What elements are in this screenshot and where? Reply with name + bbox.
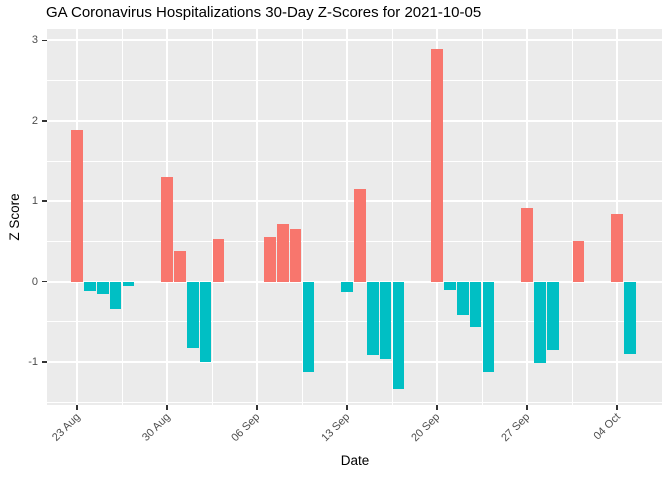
bar (456, 281, 469, 316)
x-tick-mark (616, 405, 618, 410)
bar (546, 281, 559, 350)
x-tick-mark (346, 405, 348, 410)
x-axis-title: Date (340, 453, 370, 468)
bar (611, 214, 623, 282)
bar (482, 281, 495, 372)
x-tick-label-text: 30 Aug (139, 411, 173, 444)
y-tick-label: 3 (31, 34, 38, 47)
bar (212, 238, 225, 282)
bar (521, 207, 533, 282)
x-tick-label-text: 27 Sep (499, 411, 533, 445)
bar (174, 251, 186, 282)
gridline-minor-v (121, 29, 123, 405)
bar (276, 223, 289, 282)
gridline-minor-h (47, 401, 663, 403)
x-tick-label-text: 13 Sep (319, 411, 353, 445)
bar (572, 241, 585, 282)
bar (444, 281, 456, 290)
x-tick-mark (76, 405, 78, 410)
y-tick-mark (42, 120, 47, 122)
bar (289, 229, 302, 282)
bar (469, 281, 482, 328)
gridline-major-v (346, 29, 348, 405)
bar (392, 281, 405, 390)
x-tick-mark (526, 405, 528, 410)
bar (341, 281, 353, 293)
x-tick-mark (256, 405, 258, 410)
gridline-major-h (47, 119, 663, 122)
gridline-minor-v (661, 29, 663, 405)
gridline-major-h (47, 361, 663, 363)
gridline-minor-v (391, 29, 393, 405)
y-tick-label: 1 (31, 195, 38, 208)
x-tick-label-text: 20 Sep (409, 411, 443, 445)
y-tick-mark (42, 39, 47, 42)
y-tick-label: 2 (31, 114, 38, 127)
bar (354, 189, 366, 282)
chart-title: GA Coronavirus Hospitalizations 30-Day Z… (46, 4, 482, 21)
bar (84, 281, 96, 292)
gridline-minor-v (211, 29, 213, 405)
bar (624, 281, 636, 354)
bar (431, 49, 443, 282)
gridline-minor-v (481, 29, 483, 405)
bar (161, 177, 173, 282)
bar (199, 281, 212, 362)
bar (122, 281, 135, 287)
gridline-minor-v (301, 29, 303, 405)
x-tick-label-text: 06 Sep (229, 411, 263, 445)
bar (71, 129, 83, 282)
y-tick-label: -1 (28, 356, 38, 368)
bar (366, 281, 379, 355)
gridline-major-v (256, 29, 258, 405)
bar (379, 281, 392, 359)
gridline-minor-h (47, 321, 663, 323)
bar (534, 281, 546, 363)
x-tick-label-text: 23 Aug (49, 411, 83, 444)
bar (109, 281, 122, 309)
y-tick-mark (42, 200, 47, 202)
y-tick-mark (42, 361, 47, 363)
y-tick-label: 0 (31, 275, 38, 288)
bar (186, 281, 199, 349)
bar (96, 281, 109, 294)
bar (302, 281, 315, 372)
gridline-major-h (47, 39, 663, 42)
gridline-major-h (47, 280, 663, 283)
y-tick-mark (42, 280, 47, 283)
gridline-minor-h (47, 80, 663, 82)
bar (264, 236, 276, 282)
gridline-minor-h (47, 160, 663, 162)
y-axis-title: Z Score (7, 193, 22, 241)
x-tick-mark (166, 405, 168, 410)
x-tick-mark (436, 405, 438, 410)
x-tick-label-text: 04 Oct (591, 411, 623, 443)
gridline-minor-v (571, 29, 573, 405)
plot-panel (47, 29, 663, 405)
